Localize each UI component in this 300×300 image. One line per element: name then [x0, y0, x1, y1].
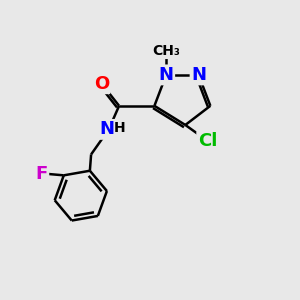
Text: CH₃: CH₃ — [152, 44, 180, 58]
Text: N: N — [191, 66, 206, 84]
Text: N: N — [159, 66, 174, 84]
Text: F: F — [36, 165, 48, 183]
Text: Cl: Cl — [198, 132, 217, 150]
Text: N: N — [100, 120, 115, 138]
Text: O: O — [94, 75, 109, 93]
Text: H: H — [114, 121, 126, 135]
